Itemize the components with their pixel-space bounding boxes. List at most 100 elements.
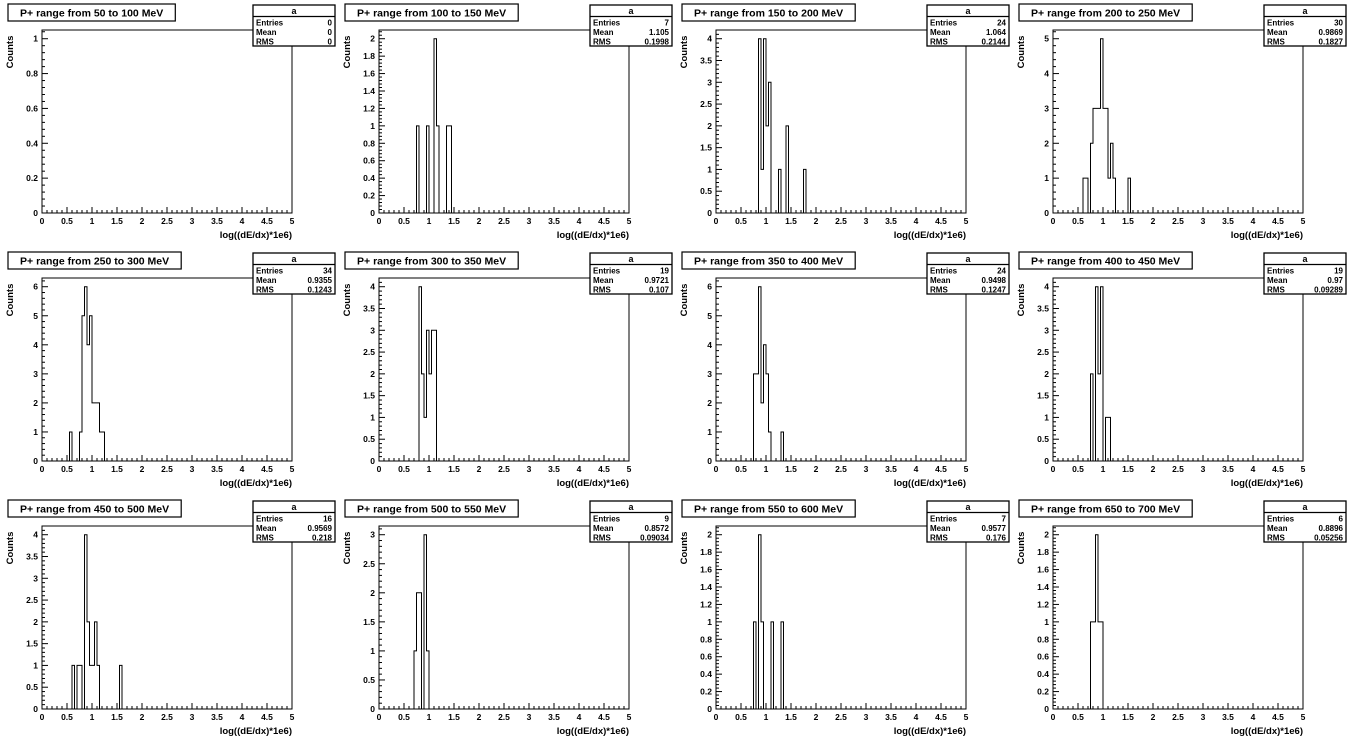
title-box: P+ range from 450 to 500 MeV: [7, 499, 182, 518]
y-axis-ticks: [1053, 31, 1059, 214]
svg-text:2: 2: [140, 216, 145, 226]
svg-text:0.8: 0.8: [363, 138, 375, 148]
x-axis-tick-labels: 0 0.5 1 1.5 2 2.5 3 3.5 4 4.5 5: [714, 216, 969, 226]
x-axis-tick-labels: 0 0.5 1 1.5 2 2.5 3 3.5 4 4.5 5: [714, 464, 969, 474]
stats-row-value: 24: [997, 19, 1006, 28]
svg-text:0.5: 0.5: [1072, 216, 1084, 226]
y-axis-ticks: [42, 525, 48, 710]
x-axis-title: log((dE/dx)*1e6): [557, 726, 629, 737]
svg-text:1: 1: [90, 216, 95, 226]
svg-text:0.6: 0.6: [26, 103, 38, 113]
svg-text:2: 2: [477, 464, 482, 474]
svg-text:3.5: 3.5: [548, 712, 560, 722]
histogram-panel: 0 0.5 1 1.5 2 2.5 3 3.5 4 4.5 5 0 0.5 1 1.5 2 2.5 3 3.5 4 lo…: [1011, 248, 1348, 496]
svg-text:3.5: 3.5: [363, 304, 375, 314]
svg-text:0.5: 0.5: [398, 464, 410, 474]
svg-text:3.5: 3.5: [885, 464, 897, 474]
stats-row-value: 0.9498: [982, 276, 1007, 285]
y-axis-tick-labels: 0 0.2 0.4 0.6 0.8 1 1.2 1.4 1.6 1.8 2: [1037, 530, 1049, 714]
svg-text:4.5: 4.5: [1272, 712, 1284, 722]
svg-text:1.5: 1.5: [785, 464, 797, 474]
svg-text:1: 1: [1101, 216, 1106, 226]
svg-text:1.5: 1.5: [1122, 464, 1134, 474]
svg-text:0: 0: [370, 704, 375, 714]
x-axis-ticks: [41, 207, 293, 213]
svg-text:0.5: 0.5: [363, 675, 375, 685]
plot-frame: [378, 277, 630, 462]
title-box: P+ range from 550 to 600 MeV: [681, 499, 856, 518]
svg-text:5: 5: [290, 712, 295, 722]
svg-text:0: 0: [33, 208, 38, 218]
svg-text:4.5: 4.5: [598, 712, 610, 722]
stats-row-label: Mean: [930, 28, 951, 37]
svg-text:1.5: 1.5: [111, 712, 123, 722]
y-axis-title: Counts: [1016, 284, 1027, 317]
svg-text:1: 1: [90, 712, 95, 722]
y-axis-title: Counts: [5, 36, 16, 69]
y-axis-title: Counts: [5, 532, 16, 565]
svg-text:0: 0: [370, 208, 375, 218]
stats-box: a Entries 24 Mean 0.9498 RMS 0.1247: [926, 252, 1010, 295]
svg-text:1: 1: [33, 34, 38, 44]
svg-text:4: 4: [1044, 282, 1049, 292]
svg-text:4.5: 4.5: [261, 464, 273, 474]
svg-text:4: 4: [33, 530, 38, 540]
stats-header: a: [965, 502, 971, 512]
histogram-outline: [69, 286, 105, 462]
svg-text:4: 4: [707, 34, 712, 44]
svg-text:1.8: 1.8: [363, 51, 375, 61]
title-box: P+ range from 400 to 450 MeV: [1018, 251, 1193, 270]
svg-text:2.5: 2.5: [363, 347, 375, 357]
stats-row-value: 19: [660, 267, 669, 276]
svg-text:2: 2: [707, 530, 712, 540]
svg-text:0: 0: [33, 456, 38, 466]
y-axis-tick-labels: 0 0.5 1 1.5 2 2.5 3: [363, 530, 375, 714]
svg-text:5: 5: [1301, 216, 1306, 226]
stats-row-label: RMS: [930, 38, 948, 47]
svg-text:5: 5: [290, 464, 295, 474]
svg-text:0.5: 0.5: [735, 464, 747, 474]
svg-text:0.2: 0.2: [363, 191, 375, 201]
x-axis-tick-labels: 0 0.5 1 1.5 2 2.5 3 3.5 4 4.5 5: [40, 216, 295, 226]
x-axis-tick-labels: 0 0.5 1 1.5 2 2.5 3 3.5 4 4.5 5: [714, 712, 969, 722]
stats-header: a: [1302, 6, 1308, 16]
stats-row-label: Mean: [930, 276, 951, 285]
y-axis-title: Counts: [1016, 36, 1027, 69]
panel-title: P+ range from 150 to 200 MeV: [694, 8, 843, 20]
svg-text:1.5: 1.5: [785, 216, 797, 226]
stats-row-value: 0.09034: [640, 534, 669, 543]
svg-text:1: 1: [764, 216, 769, 226]
svg-text:2: 2: [33, 398, 38, 408]
stats-row-value: 16: [323, 515, 332, 524]
stats-row-value: 19: [1334, 267, 1343, 276]
svg-text:3.5: 3.5: [885, 712, 897, 722]
stats-row-label: RMS: [593, 534, 611, 543]
svg-text:0.4: 0.4: [700, 669, 712, 679]
svg-text:3.5: 3.5: [1037, 304, 1049, 314]
x-axis-ticks: [715, 207, 967, 213]
stats-row-label: Mean: [593, 276, 614, 285]
svg-text:1.5: 1.5: [111, 464, 123, 474]
svg-text:5: 5: [1044, 34, 1049, 44]
svg-text:0: 0: [33, 704, 38, 714]
stats-row-label: Mean: [256, 524, 277, 533]
x-axis-title: log((dE/dx)*1e6): [557, 230, 629, 241]
x-axis-ticks: [378, 703, 630, 709]
x-axis-ticks: [41, 703, 293, 709]
svg-text:2.5: 2.5: [498, 216, 510, 226]
stats-row-value: 0.218: [312, 534, 333, 543]
svg-text:0.6: 0.6: [363, 156, 375, 166]
stats-header: a: [965, 254, 971, 264]
svg-text:2: 2: [1044, 530, 1049, 540]
stats-box: a Entries 24 Mean 1.064 RMS 0.2144: [926, 4, 1010, 47]
svg-text:1: 1: [427, 712, 432, 722]
stats-row-value: 9: [665, 515, 670, 524]
svg-text:1.5: 1.5: [363, 391, 375, 401]
svg-text:0: 0: [714, 464, 719, 474]
svg-text:1: 1: [1101, 464, 1106, 474]
svg-text:5: 5: [33, 311, 38, 321]
svg-text:4.5: 4.5: [935, 464, 947, 474]
stats-row-label: Mean: [256, 28, 277, 37]
x-axis-tick-labels: 0 0.5 1 1.5 2 2.5 3 3.5 4 4.5 5: [1051, 216, 1306, 226]
svg-text:3: 3: [190, 464, 195, 474]
